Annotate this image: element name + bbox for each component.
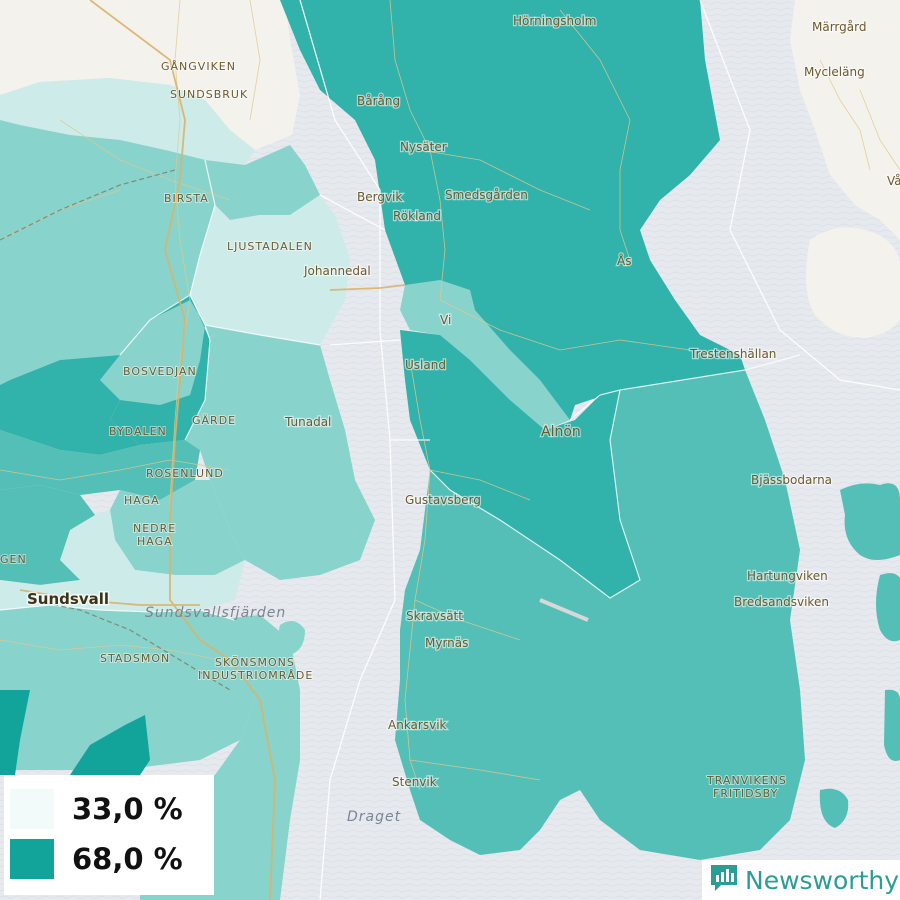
place-label-stenvik: Stenvik — [392, 775, 437, 789]
island-label-alnon: Alnön — [541, 424, 581, 440]
legend-label-min: 33,0 % — [72, 792, 183, 826]
place-label-usland: Usland — [405, 358, 446, 372]
district-label-gen: GEN — [0, 553, 27, 566]
region-skonsmon[interactable] — [215, 615, 300, 900]
district-label-industriomrade: INDUSTRIOMRÅDE — [198, 669, 313, 682]
minor-roads — [0, 0, 900, 791]
place-label-johannedal: Johannedal — [303, 264, 371, 278]
region-vi[interactable] — [400, 280, 570, 430]
region-haga-west[interactable] — [0, 485, 95, 585]
legend-swatch-max — [10, 839, 54, 879]
airstrip — [539, 598, 589, 622]
place-label-nysater: Nysäter — [400, 140, 447, 154]
region-boundaries — [0, 159, 801, 621]
newsworthy-logo-icon — [709, 863, 739, 897]
district-label-bydalen: BYDALEN — [109, 425, 167, 438]
water-label-sundsvallsfjarden: Sundsvallsfjärden — [145, 605, 286, 621]
district-label-bosvedjan: BOSVEDJAN — [123, 365, 197, 378]
region-usland[interactable] — [400, 330, 640, 598]
legend-row-max: 68,0 % — [10, 839, 183, 879]
water-label-draget: Draget — [347, 809, 401, 825]
place-label-trestenshallan: Trestenshällan — [689, 347, 776, 361]
region-birsta[interactable] — [165, 145, 320, 220]
district-label-haga2: HAGA — [137, 535, 173, 548]
region-nedre-haga[interactable] — [60, 510, 135, 580]
district-label-gangviken: GÅNGVIKEN — [161, 60, 236, 73]
place-label-gustavsberg: Gustavsberg — [405, 493, 481, 507]
newsworthy-brand[interactable]: Newsworthy — [702, 860, 900, 900]
place-label-hartungviken: Hartungviken — [747, 569, 828, 583]
district-label-ljustadalen: LJUSTADALEN — [227, 240, 313, 253]
place-label-bergvik: Bergvik — [357, 190, 402, 204]
region-stadsmon-dark[interactable] — [70, 715, 150, 775]
district-label-rosenlund: ROSENLUND — [146, 467, 224, 480]
place-label-smedsgarden: Smedsgården — [445, 188, 528, 202]
district-label-garde: GÄRDE — [192, 414, 236, 427]
region-alnon-east[interactable] — [395, 370, 805, 860]
district-label-skonsmons: SKÖNSMONS — [215, 656, 295, 669]
newsworthy-brand-name: Newsworthy — [745, 865, 900, 895]
region-rosenlund[interactable] — [110, 480, 245, 575]
place-label-vi: Vi — [440, 313, 451, 327]
district-label-fritidsby: FRITIDSBY — [713, 787, 778, 800]
land-northeast — [790, 0, 900, 240]
region-bosvedjan-dark[interactable] — [110, 295, 210, 445]
region-west-dark[interactable] — [0, 355, 140, 455]
major-roads — [19, 0, 406, 900]
place-label-myclelang: Mycleläng — [804, 65, 865, 79]
place-label-tunadal: Tunadal — [284, 415, 331, 429]
place-label-bjassbodarna: Bjässbodarna — [751, 473, 832, 487]
place-label-ankarsvik: Ankarsvik — [388, 718, 447, 732]
place-label-skravsatt: Skravsätt — [406, 609, 463, 623]
region-bydalen[interactable] — [0, 430, 200, 500]
place-label-rokland: Rökland — [393, 209, 441, 223]
land-northwest — [0, 0, 300, 150]
railway — [0, 169, 231, 691]
district-label-haga: HAGA — [124, 494, 160, 507]
legend-label-max: 68,0 % — [72, 842, 183, 876]
district-label-tranvikens: TRANVIKENS — [706, 774, 787, 787]
region-island-east-1[interactable] — [840, 483, 900, 560]
region-island-east-3[interactable] — [884, 689, 900, 761]
place-label-as: Ås — [617, 253, 631, 268]
place-label-horningsholm: Hörningsholm — [513, 14, 596, 28]
region-sundsvall-center[interactable] — [0, 560, 245, 612]
district-label-stadsmon: STADSMON — [100, 652, 170, 665]
legend-row-min: 33,0 % — [10, 789, 183, 829]
region-island-east-2[interactable] — [876, 573, 900, 642]
region-gangviken[interactable] — [0, 78, 255, 165]
district-label-sundsbruk: SUNDSBRUK — [170, 88, 248, 101]
place-label-marrgard: Märrgård — [812, 20, 866, 34]
region-alnon-north[interactable] — [280, 0, 745, 420]
land-island-east — [806, 227, 900, 338]
region-island-east-4[interactable] — [819, 788, 849, 828]
city-label-sundsvall: Sundsvall — [27, 590, 109, 608]
region-birsta-west[interactable] — [0, 120, 215, 385]
place-label-bredsandsviken: Bredsandsviken — [734, 595, 829, 609]
legend: 33,0 % 68,0 % — [4, 775, 214, 895]
admin-boundaries — [299, 0, 900, 900]
district-label-nedre: NEDRE — [133, 522, 176, 535]
place-label-barang: Bårång — [357, 94, 400, 108]
district-label-birsta: BIRSTA — [164, 192, 209, 205]
place-label-myrnas: Myrnäs — [425, 636, 468, 650]
legend-swatch-min — [10, 789, 54, 829]
place-label-vag: Våg — [887, 174, 900, 188]
region-ljustadalen[interactable] — [190, 195, 350, 345]
region-small-island — [278, 621, 305, 655]
region-tunadal[interactable] — [185, 325, 375, 580]
region-stadsmon[interactable] — [0, 605, 255, 770]
region-southwest-dark[interactable] — [0, 690, 30, 775]
